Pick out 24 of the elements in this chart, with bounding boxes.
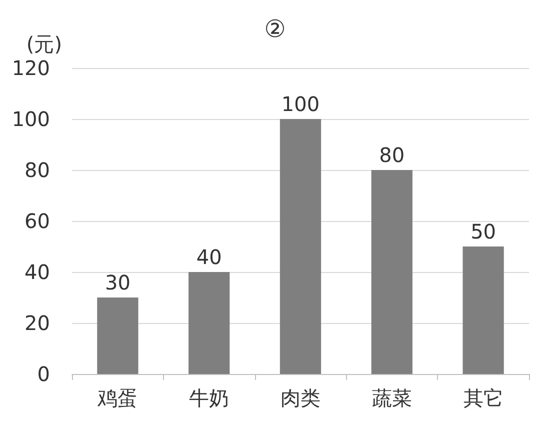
data-label: 50 bbox=[470, 220, 496, 244]
y-tick-label: 100 bbox=[12, 107, 50, 131]
bar bbox=[462, 246, 504, 374]
x-tick-label: 牛奶 bbox=[189, 386, 230, 410]
x-tick-label: 鸡蛋 bbox=[96, 386, 138, 410]
data-label: 40 bbox=[196, 245, 222, 269]
data-label: 100 bbox=[281, 92, 320, 116]
bar bbox=[280, 119, 322, 374]
x-tick-label: 其它 bbox=[463, 386, 504, 410]
y-tick-label: 60 bbox=[24, 209, 50, 233]
y-tick-label: 20 bbox=[24, 311, 50, 335]
chart-title: ② bbox=[264, 15, 286, 43]
y-tick-label: 80 bbox=[24, 158, 50, 182]
bar bbox=[97, 298, 138, 374]
x-tick-label: 肉类 bbox=[280, 386, 320, 410]
data-label: 30 bbox=[104, 270, 130, 294]
bar bbox=[371, 170, 412, 374]
data-label: 80 bbox=[379, 143, 405, 167]
y-tick-label: 120 bbox=[12, 56, 50, 80]
y-axis-title: (元) bbox=[26, 32, 62, 56]
x-tick-label: 蔬菜 bbox=[372, 386, 412, 410]
y-tick-label: 0 bbox=[37, 362, 50, 386]
y-tick-label: 40 bbox=[24, 260, 50, 284]
bar bbox=[188, 272, 230, 374]
